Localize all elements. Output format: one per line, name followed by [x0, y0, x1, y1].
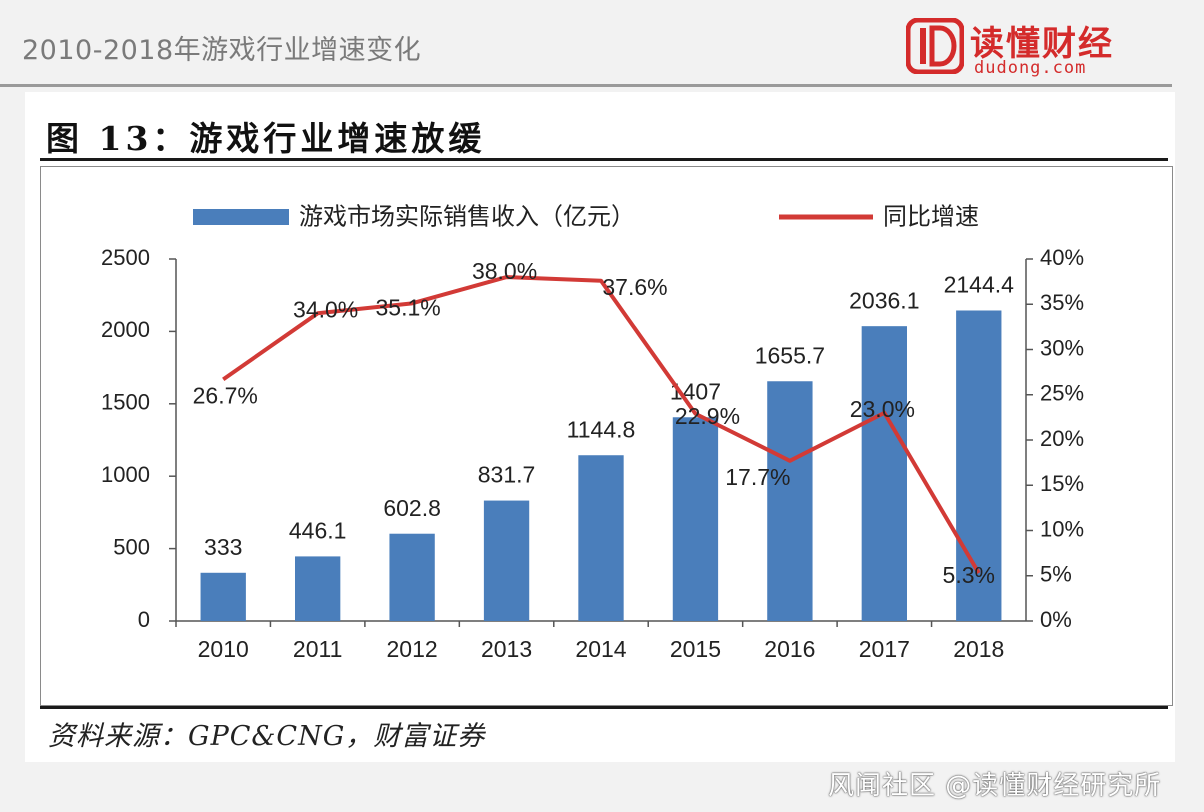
y-right-tick-label: 30% — [1040, 335, 1084, 360]
bar — [389, 533, 435, 621]
line-value-label: 5.3% — [943, 562, 995, 588]
growth-line — [222, 275, 981, 575]
bar — [578, 455, 624, 621]
figure-title: 图 13：游戏行业增速放缓 — [46, 119, 486, 158]
line-value-label: 38.0% — [472, 258, 537, 284]
bar — [861, 326, 907, 621]
y-right-tick-label: 25% — [1040, 381, 1084, 406]
bar-value-label: 333 — [204, 534, 242, 560]
x-tick-label: 2016 — [764, 636, 815, 662]
bar-value-label: 831.7 — [478, 462, 536, 488]
y-left-tick-label: 1000 — [101, 462, 150, 487]
bar-value-label: 2144.4 — [944, 272, 1015, 298]
legend-label-line: 同比增速 — [883, 203, 979, 230]
source-note: 资料来源：GPC&CNG，财富证券 — [48, 721, 486, 752]
bar — [295, 556, 341, 621]
y-left-tick-label: 1500 — [101, 390, 150, 415]
brand-logo: 读懂财经 dudong.com — [906, 14, 1136, 78]
y-left-tick-label: 0 — [138, 607, 150, 632]
slide-title: 2010-2018年游戏行业增速变化 — [22, 35, 422, 66]
source-rule — [40, 706, 1168, 709]
figure-title-rule — [40, 158, 1168, 161]
x-tick-label: 2017 — [859, 636, 910, 662]
bar-value-label: 1144.8 — [567, 416, 636, 442]
y-right-tick-label: 5% — [1040, 562, 1072, 587]
watermark: 风闻社区 @读懂财经研究所 — [828, 771, 1162, 801]
y-right-tick-label: 0% — [1040, 607, 1072, 632]
chart-frame: 游戏市场实际销售收入（亿元） 同比增速 0 500 1000 1500 2000 2500 0%… — [40, 166, 1173, 706]
x-tick-label: 2013 — [481, 636, 532, 662]
x-tick-label: 2011 — [293, 636, 342, 662]
bar — [767, 381, 813, 621]
line-value-label: 23.0% — [850, 396, 915, 422]
line-value-label: 37.6% — [602, 274, 667, 300]
bar — [672, 417, 719, 621]
bar-value-label: 446.1 — [289, 517, 347, 543]
y-right-tick-label: 15% — [1040, 471, 1084, 496]
combo-chart: 游戏市场实际销售收入（亿元） 同比增速 0 500 1000 1500 2000 2500 0%… — [101, 203, 1084, 662]
line-value-label: 26.7% — [193, 382, 258, 408]
bar-value-label: 602.8 — [383, 495, 441, 521]
legend-swatch-bar — [193, 209, 289, 225]
y-left-tick-label: 2500 — [101, 245, 150, 270]
bar-value-label: 1655.7 — [755, 342, 825, 368]
y-right-tick-label: 40% — [1040, 245, 1084, 270]
x-tick-label: 2018 — [953, 636, 1004, 662]
x-tick-label: 2012 — [387, 636, 438, 662]
y-left-tick-label: 500 — [113, 534, 150, 559]
bar — [483, 500, 530, 621]
x-tick-label: 2015 — [670, 636, 721, 662]
y-right-tick-label: 10% — [1040, 516, 1084, 541]
line-value-label: 34.0% — [293, 296, 358, 322]
line-value-label: 17.7% — [725, 464, 790, 490]
bar — [200, 572, 246, 621]
y-left-tick-label: 2000 — [101, 317, 150, 342]
line-value-label: 22.9% — [675, 403, 740, 429]
y-right-tick-label: 35% — [1040, 290, 1084, 315]
x-tick-label: 2010 — [198, 636, 249, 662]
logo-text-en: dudong.com — [974, 58, 1087, 78]
logo-mark-icon — [906, 18, 964, 74]
line-value-label: 35.1% — [376, 294, 441, 320]
bar-value-label: 2036.1 — [849, 287, 919, 313]
header-divider — [0, 84, 1172, 87]
y-right-tick-label: 20% — [1040, 426, 1084, 451]
legend-label-bar: 游戏市场实际销售收入（亿元） — [299, 203, 635, 230]
logo-text-cn: 读懂财经 — [970, 24, 1114, 64]
x-tick-label: 2014 — [575, 636, 626, 662]
